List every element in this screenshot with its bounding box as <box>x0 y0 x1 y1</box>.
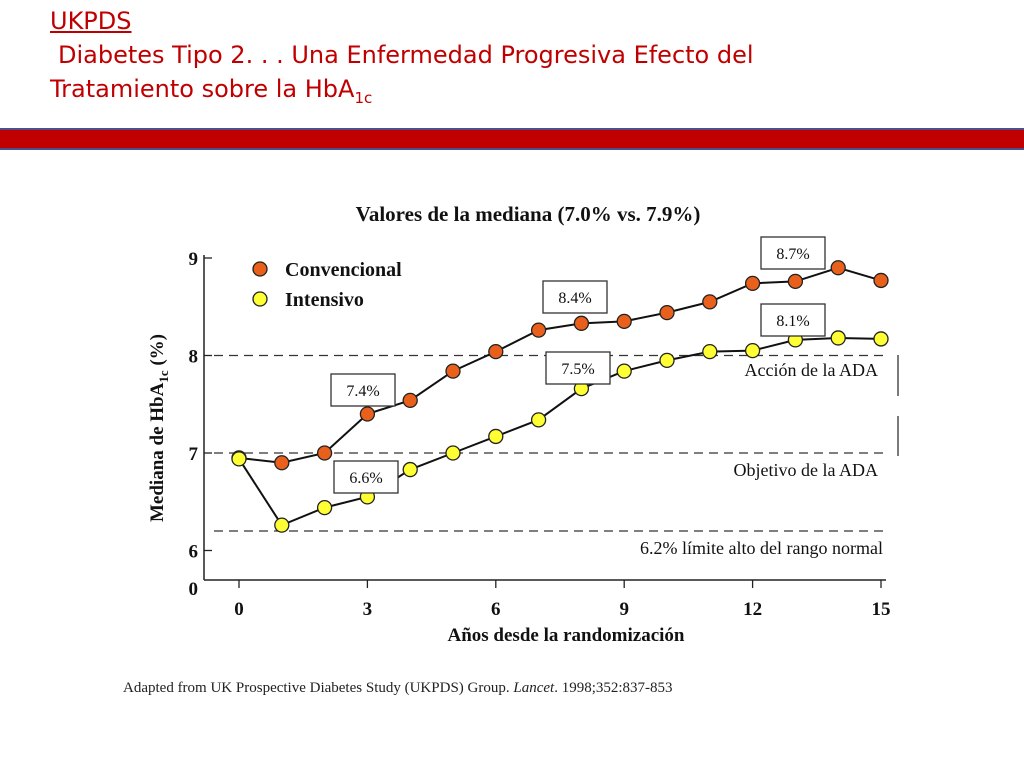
title-line-3: Tratamiento sobre la HbA1c <box>50 72 950 115</box>
data-point <box>830 330 846 346</box>
annotation-label: 6.6% <box>349 470 382 487</box>
data-point <box>530 412 547 428</box>
reference-line-label: Acción de la ADA <box>745 360 878 380</box>
title-line-3-text: Tratamiento sobre la HbA <box>50 75 355 103</box>
data-point <box>744 275 761 292</box>
data-point <box>659 304 675 321</box>
annotation-box <box>333 460 399 494</box>
x-tick-label: 15 <box>872 599 891 620</box>
annotation-box <box>330 373 396 407</box>
data-point <box>616 363 632 379</box>
x-tick-label: 12 <box>743 599 762 620</box>
reference-line-label: Objetivo de la ADA <box>734 460 878 480</box>
annotation-box <box>760 236 826 270</box>
data-point <box>873 272 889 289</box>
x-tick-label: 3 <box>363 599 373 620</box>
legend-marker <box>252 291 268 307</box>
y-tick-label: 7 <box>189 444 199 465</box>
data-point <box>445 363 461 379</box>
title-divider-bar <box>0 128 1024 150</box>
series-line <box>238 336 882 527</box>
title-line-3-subscript: 1c <box>354 88 373 107</box>
data-point <box>659 352 675 369</box>
data-point <box>402 461 418 478</box>
x-tick-label: 0 <box>234 599 244 620</box>
data-point <box>231 451 247 467</box>
data-point <box>787 273 804 290</box>
y-break-label: 0 <box>189 579 199 600</box>
data-point <box>445 445 461 461</box>
y-tick-label: 6 <box>189 542 199 563</box>
legend-label: Intensivo <box>285 289 364 311</box>
title-line-1: UKPDS <box>50 7 132 35</box>
data-point <box>873 331 889 347</box>
y-tick-label: 8 <box>189 347 199 368</box>
data-point <box>402 392 418 409</box>
citation-text: Adapted from UK Prospective Diabetes Stu… <box>123 680 514 696</box>
x-tick-label: 6 <box>491 599 501 620</box>
annotation-box <box>542 280 608 314</box>
chart-title: Valores de la mediana (7.0% vs. 7.9%) <box>356 202 701 226</box>
data-point <box>702 294 718 310</box>
citation-ref: . 1998;352:837-853 <box>554 680 673 696</box>
annotation-label: 7.5% <box>561 361 594 378</box>
annotation-label: 8.4% <box>558 290 591 307</box>
annotation-label: 8.7% <box>776 246 809 263</box>
data-point <box>616 313 632 330</box>
data-point <box>573 315 590 331</box>
data-point <box>488 428 504 445</box>
legend-label: Convencional <box>285 259 402 281</box>
y-axis-label: Mediana de HbA1c (%) <box>147 334 171 522</box>
data-point <box>702 343 718 360</box>
data-point <box>830 260 846 276</box>
title-line-2: Diabetes Tipo 2. . . Una Enfermedad Prog… <box>58 41 754 69</box>
annotation-label: 8.1% <box>776 313 809 330</box>
legend-marker <box>252 261 268 277</box>
data-point <box>530 322 547 338</box>
x-axis-label: Años desde la randomización <box>448 625 685 646</box>
annotation-label: 7.4% <box>346 383 379 400</box>
data-point <box>316 445 333 461</box>
x-tick-label: 9 <box>619 599 629 620</box>
data-point <box>274 455 290 471</box>
y-tick-label: 9 <box>189 249 199 270</box>
annotation-box <box>760 303 826 337</box>
data-point <box>488 343 504 360</box>
slide-title: UKPDS Diabetes Tipo 2. . . Una Enfermeda… <box>50 4 950 115</box>
data-point <box>359 406 376 422</box>
citation-journal: Lancet <box>513 680 555 696</box>
data-point <box>316 499 333 516</box>
data-point <box>744 342 761 359</box>
reference-line-label: 6.2% límite alto del rango normal <box>640 538 883 558</box>
citation: Adapted from UK Prospective Diabetes Stu… <box>123 680 673 697</box>
data-point <box>274 517 290 533</box>
series-line <box>238 266 882 464</box>
annotation-box <box>545 351 611 385</box>
